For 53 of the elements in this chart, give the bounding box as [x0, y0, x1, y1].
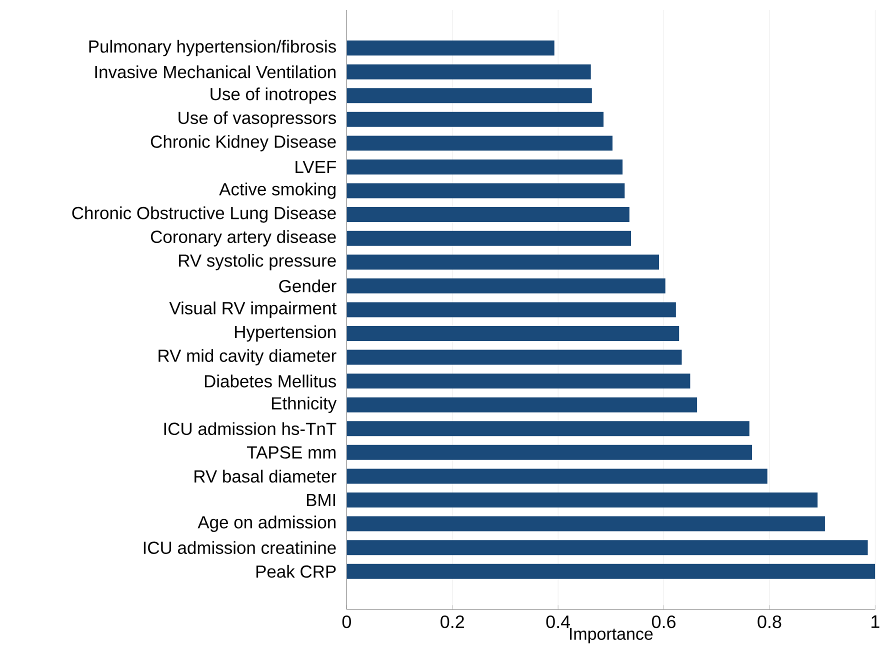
y-tick-label: Chronic Obstructive Lung Disease — [72, 206, 336, 223]
bar — [346, 278, 666, 294]
y-tick-label: Hypertension — [235, 325, 336, 342]
x-tick-label: 0 — [342, 615, 351, 628]
y-tick-label: Age on admission — [198, 515, 336, 532]
x-tick-label: 0.2 — [440, 615, 464, 628]
bar — [346, 254, 660, 270]
y-tick-label: BMI — [307, 494, 336, 506]
y-tick-label: RV basal diameter — [194, 470, 336, 482]
y-tick-label: Diabetes Mellitus — [204, 374, 336, 388]
bar — [346, 444, 752, 460]
bar — [346, 88, 592, 103]
bar — [346, 206, 630, 222]
y-tick-label: Invasive Mechanical Ventilation — [95, 65, 336, 78]
x-tick-label: 1 — [872, 615, 880, 628]
y-tick-label: TAPSE mm — [247, 446, 336, 458]
bar — [346, 302, 676, 318]
y-tick-label: Active smoking — [219, 182, 336, 199]
bar — [346, 136, 613, 151]
x-tick-label: 0.4 — [546, 615, 570, 628]
x-tick-label: 0.6 — [652, 615, 676, 628]
bar — [346, 183, 625, 198]
y-tick-label: Use of inotropes — [210, 87, 336, 104]
y-tick-label: LVEF — [296, 160, 336, 173]
y-tick-label: Visual RV impairment — [169, 301, 336, 318]
bar — [346, 420, 750, 436]
bar — [346, 468, 768, 484]
bar — [346, 40, 554, 56]
bar — [346, 350, 682, 365]
bar — [346, 516, 825, 532]
bar — [346, 230, 632, 246]
bar — [346, 64, 591, 80]
bar — [346, 112, 604, 127]
y-tick-label: Peak CRP — [256, 564, 336, 578]
x-tick-label: 0.8 — [758, 615, 782, 628]
bar — [346, 397, 698, 412]
y-tick-label: ICU admission creatinine — [144, 540, 336, 554]
bar — [346, 159, 623, 174]
y-tick-label: Pulmonary hypertension/fibrosis — [89, 40, 336, 56]
y-tick-label: Use of vasopressors — [178, 111, 336, 128]
y-tick-label: Ethnicity — [272, 396, 337, 413]
y-tick-label: Coronary artery disease — [150, 230, 336, 246]
y-tick-label: RV systolic pressure — [179, 254, 336, 270]
bar — [346, 540, 868, 555]
y-tick-label: ICU admission hs-TnT — [164, 422, 336, 435]
y-tick-label: Gender — [279, 279, 336, 292]
y-tick-label: RV mid cavity diameter — [158, 348, 336, 366]
bar — [346, 326, 680, 341]
bar — [346, 373, 690, 388]
y-tick-label: Chronic Kidney Disease — [150, 134, 336, 152]
bar — [346, 564, 876, 579]
x-axis-title: Importance — [570, 628, 653, 644]
bar — [346, 492, 818, 508]
